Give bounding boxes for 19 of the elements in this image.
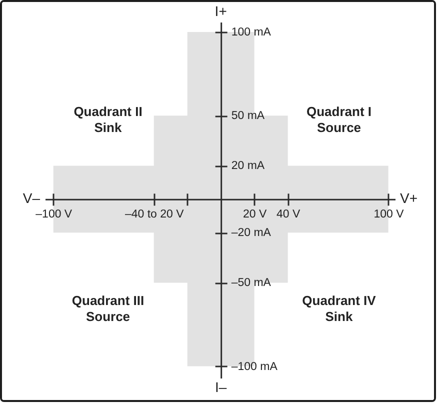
x-tick-label: –100 V [36,208,72,221]
annotation: Quadrant III Source [72,293,144,324]
y-tick-label: 20 mA [231,160,265,172]
x-tick-label: 100 V [374,208,404,221]
x-tick-label: 20 V [242,208,267,221]
annotation: Quadrant IV Sink [302,293,376,324]
y-tick-label: –100 mA [231,360,278,373]
text: I– [214,379,227,395]
x-tick-label: 40 V [276,208,300,221]
x-tick-label: –40 to 20 V [124,208,184,221]
text: I+ [214,3,227,19]
y-tick-label: –50 mA [231,277,272,290]
y-tick-label: –20 mA [231,227,272,240]
text: V– [22,190,40,206]
annotation: Quadrant II Sink [74,104,142,136]
annotation: Quadrant I Source [306,104,372,136]
text: V+ [400,190,418,206]
y-tick-label: 100 mA [231,26,272,39]
y-tick-label: 50 mA [231,110,265,122]
